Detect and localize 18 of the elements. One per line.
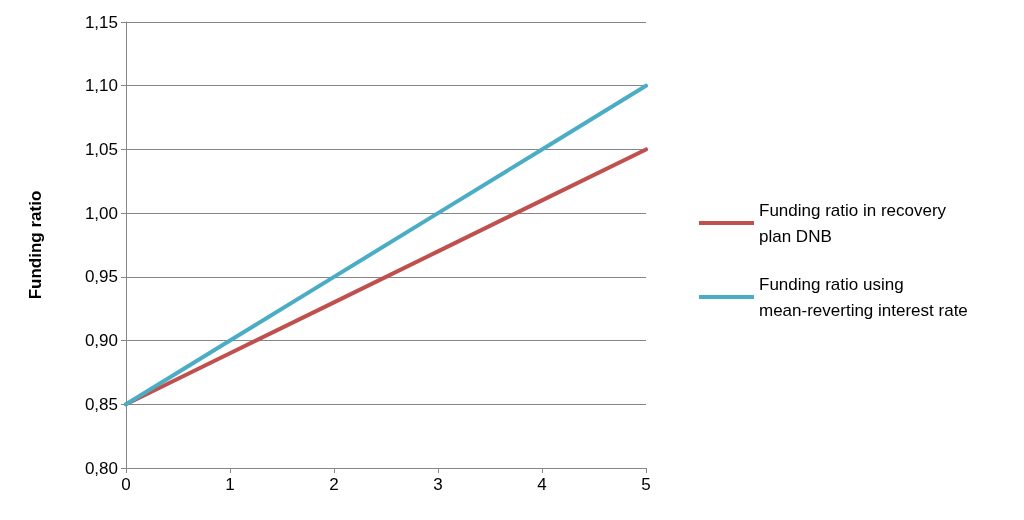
y-tick-label: 0,80 (84, 458, 118, 478)
x-tick-label: 2 (329, 475, 339, 494)
y-axis-title: Funding ratio (26, 190, 45, 300)
x-tick-label: 1 (225, 475, 235, 494)
x-tick-label: 0 (121, 475, 131, 494)
y-tick-label: 1,10 (84, 76, 118, 96)
y-tick-label: 1,05 (84, 139, 118, 159)
legend-label: Funding ratio using mean-reverting interest rate (759, 274, 968, 320)
line-series (124, 83, 648, 407)
y-tick-label: 0,90 (84, 331, 118, 351)
x-tick-label: 3 (433, 475, 443, 494)
y-tick-label: 0,95 (84, 267, 118, 287)
y-tick-label: 1,00 (84, 203, 118, 223)
legend-label: Funding ratio in recovery plan DNB (759, 200, 951, 246)
y-tick-label: 0,85 (84, 394, 118, 414)
x-tick-label: 5 (641, 475, 651, 494)
y-tick-label: 1,15 (84, 12, 118, 32)
x-tick-label: 4 (537, 475, 547, 494)
